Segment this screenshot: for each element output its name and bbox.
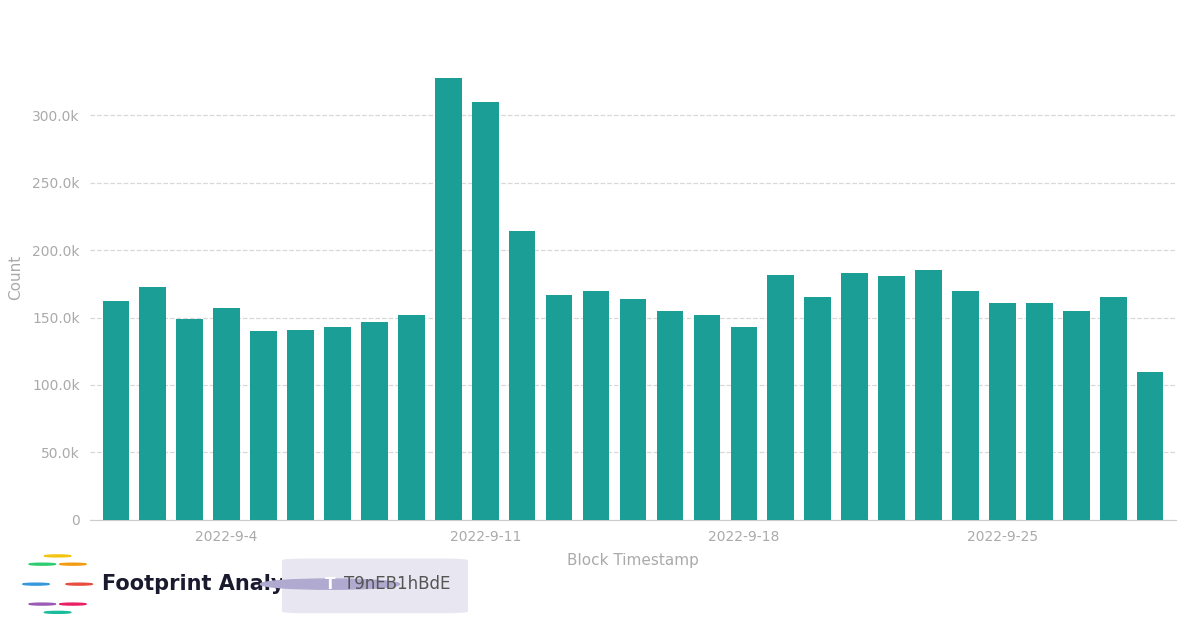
Bar [768,275,794,520]
Bar [1136,372,1164,520]
Bar [804,297,830,520]
Bar [324,327,350,520]
Circle shape [29,603,55,605]
Bar [436,77,462,520]
Bar [916,270,942,520]
Bar [583,290,610,520]
Bar [989,303,1015,520]
Bar [731,327,757,520]
Y-axis label: Count: Count [8,255,24,300]
Bar [1063,311,1090,520]
Circle shape [260,579,400,589]
Bar [509,231,535,520]
Bar [139,287,166,520]
Text: Footprint Analytics: Footprint Analytics [102,574,326,594]
Bar [546,295,572,520]
Bar [694,315,720,520]
Bar [619,299,647,520]
Bar [1026,303,1052,520]
Circle shape [44,611,71,614]
Bar [656,311,683,520]
Bar [398,315,425,520]
Circle shape [60,563,86,565]
FancyBboxPatch shape [282,559,468,613]
X-axis label: Block Timestamp: Block Timestamp [568,553,698,568]
Circle shape [60,603,86,605]
Text: T9nEB1hBdE: T9nEB1hBdE [344,575,451,593]
Circle shape [44,555,71,557]
Bar [878,276,905,520]
Circle shape [23,583,49,585]
Circle shape [29,563,55,565]
Bar [214,308,240,520]
Bar [287,329,314,520]
Text: T: T [325,576,335,592]
Bar [251,331,277,520]
Bar [176,319,203,520]
Bar [361,322,388,520]
Bar [952,290,979,520]
Bar [841,273,868,520]
Bar [472,102,498,520]
Circle shape [66,583,92,585]
Bar [1100,297,1127,520]
Bar [102,301,130,520]
